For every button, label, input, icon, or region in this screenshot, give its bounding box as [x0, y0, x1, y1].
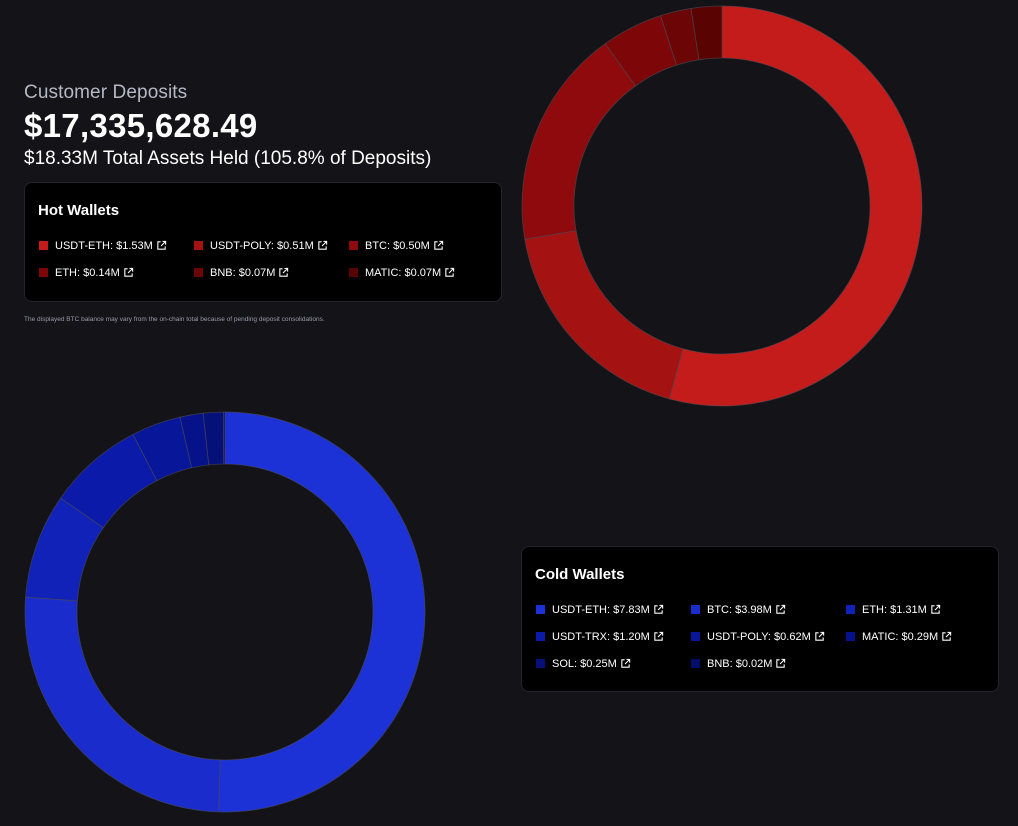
cold-legend-item-btc[interactable]: BTC: $3.98M [691, 596, 846, 623]
legend-label: BTC: $3.98M [707, 603, 772, 616]
external-link-icon[interactable] [930, 604, 941, 615]
hot-wallets-title: Hot Wallets [38, 202, 120, 219]
cold-wallets-legend: USDT-ETH: $7.83M BTC: $3.98M ETH: $1.31M US… [536, 596, 1001, 677]
cold-legend-item-usdt-eth[interactable]: USDT-ETH: $7.83M [536, 596, 691, 623]
hot-legend-item-btc[interactable]: BTC: $0.50M [349, 232, 504, 259]
legend-swatch [846, 605, 855, 614]
legend-label: USDT-POLY: $0.62M [707, 630, 811, 643]
legend-swatch [349, 241, 358, 250]
legend-swatch [194, 268, 203, 277]
cold-legend-item-usdt-poly[interactable]: USDT-POLY: $0.62M [691, 623, 846, 650]
legend-swatch [39, 241, 48, 250]
external-link-icon[interactable] [775, 604, 786, 615]
hot-legend-item-eth[interactable]: ETH: $0.14M [39, 259, 194, 286]
external-link-icon[interactable] [653, 631, 664, 642]
external-link-icon[interactable] [278, 267, 289, 278]
external-link-icon[interactable] [775, 658, 786, 669]
external-link-icon[interactable] [941, 631, 952, 642]
hot-slice-usdt-poly[interactable] [524, 230, 684, 400]
total-assets-subtitle: $18.33M Total Assets Held (105.8% of Dep… [24, 148, 432, 169]
hot-wallets-legend: USDT-ETH: $1.53M USDT-POLY: $0.51M BTC: $0… [39, 232, 504, 286]
legend-swatch [846, 632, 855, 641]
legend-label: BNB: $0.02M [707, 657, 773, 670]
external-link-icon[interactable] [620, 658, 631, 669]
legend-swatch [691, 605, 700, 614]
btc-balance-note: The displayed BTC balance may vary from … [24, 316, 325, 323]
legend-swatch [536, 605, 545, 614]
hot-legend-item-usdt-poly[interactable]: USDT-POLY: $0.51M [194, 232, 349, 259]
legend-swatch [39, 268, 48, 277]
legend-label: SOL: $0.25M [552, 657, 617, 670]
deposits-header: Customer Deposits $17,335,628.49 $18.33M… [24, 82, 431, 170]
legend-label: USDT-ETH: $7.83M [552, 603, 650, 616]
external-link-icon[interactable] [156, 240, 167, 251]
external-link-icon[interactable] [814, 631, 825, 642]
hot-wallets-donut-chart [521, 5, 923, 407]
external-link-icon[interactable] [123, 267, 134, 278]
cold-slice-btc[interactable] [24, 596, 221, 813]
legend-swatch [691, 632, 700, 641]
legend-swatch [536, 632, 545, 641]
external-link-icon[interactable] [653, 604, 664, 615]
legend-swatch [349, 268, 358, 277]
cold-legend-item-matic[interactable]: MATIC: $0.29M [846, 623, 1001, 650]
hot-slice-matic[interactable] [690, 5, 723, 61]
cold-wallets-title: Cold Wallets [535, 566, 625, 583]
legend-label: MATIC: $0.07M [365, 266, 442, 279]
hot-slice-btc[interactable] [521, 43, 637, 240]
legend-label: USDT-TRX: $1.20M [552, 630, 650, 643]
cold-wallets-donut-chart [24, 411, 426, 813]
hot-slice-usdt-eth[interactable] [668, 5, 923, 407]
hot-legend-item-usdt-eth[interactable]: USDT-ETH: $1.53M [39, 232, 194, 259]
customer-deposits-label: Customer Deposits [24, 82, 188, 103]
cold-slice-usdt-eth[interactable] [218, 411, 426, 813]
cold-legend-item-eth[interactable]: ETH: $1.31M [846, 596, 1001, 623]
cold-legend-item-bnb[interactable]: BNB: $0.02M [691, 650, 846, 677]
external-link-icon[interactable] [444, 267, 455, 278]
cold-legend-item-sol[interactable]: SOL: $0.25M [536, 650, 691, 677]
hot-legend-item-bnb[interactable]: BNB: $0.07M [194, 259, 349, 286]
legend-label: ETH: $0.14M [55, 266, 120, 279]
external-link-icon[interactable] [433, 240, 444, 251]
legend-label: BNB: $0.07M [210, 266, 276, 279]
legend-swatch [691, 659, 700, 668]
cold-wallets-card: Cold Wallets USDT-ETH: $7.83M BTC: $3.98M… [521, 546, 999, 692]
legend-swatch [536, 659, 545, 668]
hot-wallets-card: Hot Wallets USDT-ETH: $1.53M USDT-POLY: $… [24, 182, 502, 302]
legend-label: USDT-ETH: $1.53M [55, 239, 153, 252]
legend-label: MATIC: $0.29M [862, 630, 939, 643]
legend-label: USDT-POLY: $0.51M [210, 239, 314, 252]
legend-label: BTC: $0.50M [365, 239, 430, 252]
cold-slice-bnb[interactable] [222, 411, 226, 465]
customer-deposits-amount: $17,335,628.49 [24, 107, 258, 144]
hot-legend-item-matic[interactable]: MATIC: $0.07M [349, 259, 504, 286]
cold-legend-item-usdt-trx[interactable]: USDT-TRX: $1.20M [536, 623, 691, 650]
legend-label: ETH: $1.31M [862, 603, 927, 616]
external-link-icon[interactable] [317, 240, 328, 251]
legend-swatch [194, 241, 203, 250]
